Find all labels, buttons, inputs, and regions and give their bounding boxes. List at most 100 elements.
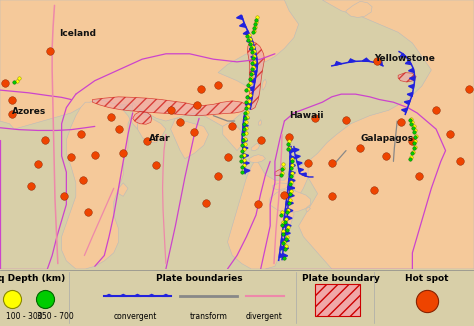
Polygon shape (283, 246, 289, 250)
Text: Yellowstone: Yellowstone (374, 53, 435, 63)
Polygon shape (249, 79, 255, 83)
Polygon shape (133, 111, 152, 124)
Polygon shape (401, 108, 407, 112)
Polygon shape (243, 31, 250, 35)
Text: transform: transform (190, 312, 228, 321)
Polygon shape (297, 161, 302, 165)
Text: convergent: convergent (113, 312, 157, 321)
Polygon shape (280, 246, 285, 250)
Polygon shape (299, 168, 303, 172)
Polygon shape (223, 121, 246, 151)
Polygon shape (299, 0, 474, 269)
Polygon shape (262, 79, 266, 90)
Polygon shape (409, 84, 414, 89)
Polygon shape (405, 61, 411, 65)
Polygon shape (306, 207, 310, 212)
Text: Hot spot: Hot spot (405, 274, 448, 283)
Polygon shape (246, 95, 253, 99)
Polygon shape (285, 208, 291, 213)
Polygon shape (137, 113, 166, 142)
Polygon shape (290, 156, 296, 160)
Polygon shape (362, 58, 370, 61)
Polygon shape (291, 148, 296, 153)
Text: Azores: Azores (12, 107, 46, 116)
Polygon shape (239, 23, 246, 27)
Polygon shape (244, 116, 249, 120)
Polygon shape (269, 190, 310, 213)
Polygon shape (243, 124, 248, 128)
Polygon shape (228, 159, 294, 269)
Polygon shape (285, 231, 291, 235)
Polygon shape (294, 161, 308, 196)
Polygon shape (289, 193, 294, 198)
Polygon shape (251, 70, 257, 75)
Polygon shape (92, 97, 246, 116)
Polygon shape (282, 231, 288, 235)
Polygon shape (148, 294, 155, 296)
Polygon shape (286, 224, 291, 228)
Polygon shape (118, 183, 128, 196)
Polygon shape (247, 42, 264, 110)
Polygon shape (290, 178, 295, 183)
Text: Afar: Afar (149, 134, 171, 143)
Polygon shape (283, 223, 289, 228)
Polygon shape (288, 186, 293, 190)
Polygon shape (400, 53, 406, 57)
Polygon shape (407, 93, 413, 96)
Polygon shape (237, 15, 243, 20)
Polygon shape (249, 155, 265, 163)
FancyBboxPatch shape (315, 284, 360, 316)
Polygon shape (0, 0, 299, 129)
Polygon shape (281, 239, 286, 243)
Text: Eq Depth (km): Eq Depth (km) (0, 274, 65, 283)
Polygon shape (273, 183, 289, 190)
Polygon shape (335, 62, 342, 65)
Text: 350 - 700: 350 - 700 (37, 312, 74, 321)
Polygon shape (247, 38, 253, 43)
Polygon shape (348, 59, 356, 62)
Polygon shape (288, 201, 293, 205)
Polygon shape (287, 216, 292, 220)
Polygon shape (245, 103, 251, 107)
Polygon shape (288, 208, 293, 213)
Polygon shape (251, 54, 257, 59)
Polygon shape (290, 156, 295, 160)
Text: Plate boundary
zones: Plate boundary zones (302, 274, 380, 293)
Text: Galapagos: Galapagos (360, 134, 413, 143)
Polygon shape (287, 193, 292, 198)
Polygon shape (244, 161, 249, 165)
Polygon shape (289, 148, 295, 152)
Polygon shape (171, 118, 209, 159)
Polygon shape (289, 171, 295, 175)
Polygon shape (279, 254, 284, 258)
Polygon shape (284, 239, 290, 243)
Polygon shape (242, 131, 247, 135)
Text: Iceland: Iceland (59, 29, 96, 38)
Polygon shape (249, 46, 255, 51)
Polygon shape (290, 171, 295, 175)
Polygon shape (242, 139, 247, 143)
Polygon shape (286, 201, 292, 205)
Polygon shape (404, 100, 410, 104)
Polygon shape (376, 61, 382, 65)
Polygon shape (289, 178, 294, 183)
Polygon shape (398, 73, 416, 82)
Polygon shape (134, 294, 141, 296)
Polygon shape (105, 294, 113, 296)
Polygon shape (284, 216, 290, 220)
Polygon shape (258, 120, 262, 125)
Polygon shape (409, 68, 414, 72)
Polygon shape (62, 99, 142, 269)
Polygon shape (251, 143, 260, 151)
Polygon shape (243, 154, 249, 158)
Polygon shape (248, 87, 254, 91)
Polygon shape (290, 186, 295, 190)
Polygon shape (282, 254, 288, 258)
Polygon shape (243, 146, 248, 150)
Polygon shape (295, 155, 301, 158)
Polygon shape (275, 170, 282, 175)
Polygon shape (346, 1, 372, 18)
Polygon shape (162, 294, 170, 296)
Text: divergent: divergent (246, 312, 283, 321)
Text: Hawaii: Hawaii (289, 111, 324, 120)
